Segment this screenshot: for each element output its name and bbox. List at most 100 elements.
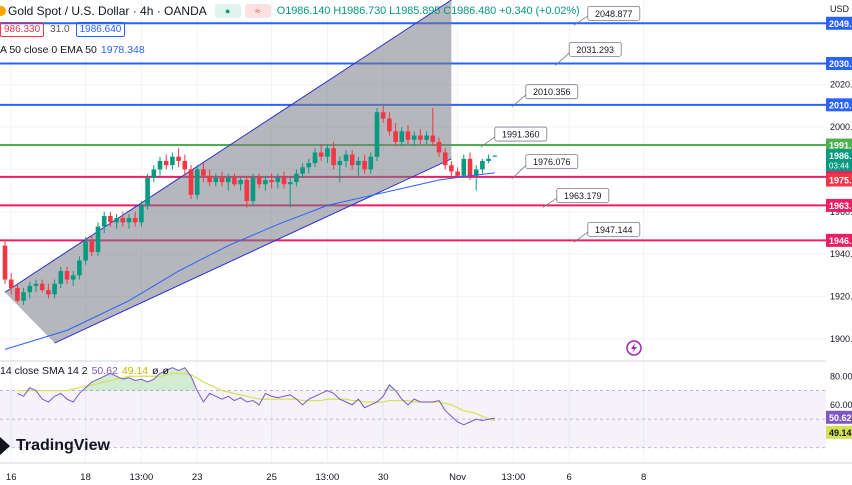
level-price-tag: [826, 198, 852, 212]
time-tick-label: 18: [80, 472, 91, 483]
current-price-tag: [826, 149, 852, 172]
candle-body: [467, 158, 473, 176]
level-price-text: 1991.: [829, 141, 852, 151]
spread-value: 31.0: [50, 24, 70, 35]
ema-50-line: [4, 172, 495, 350]
price-tick-label: 1900.0: [830, 334, 852, 344]
candle-body: [256, 177, 262, 185]
callout-label: 2010.356: [533, 87, 571, 97]
rsi-value-text: 50.62: [829, 413, 852, 423]
low-value: L1985.895: [389, 5, 441, 17]
candle-body: [64, 271, 70, 280]
symbol-title[interactable]: Gold Spot / U.S. Dollar · 4h · OANDA: [0, 4, 207, 18]
candle-body: [300, 167, 305, 174]
candlestick-series: [2, 105, 498, 305]
rsi-ma-line: [17, 372, 495, 421]
ema-value: 1978.348: [100, 44, 145, 56]
current-price-text: 1986.: [829, 151, 852, 161]
candle-body: [15, 288, 20, 301]
candle-body: [275, 177, 281, 183]
rsi-value: 50.62: [91, 365, 118, 377]
rsi-value-text: 49.14: [829, 428, 852, 438]
time-axis: 16 18 13:00 23 25 13:00 30 Nov 13:00 6 8: [0, 462, 852, 483]
tradingview-logo[interactable]: TradingView: [0, 437, 110, 455]
price-tick-label: 1940.0: [830, 249, 852, 259]
candle-body: [405, 131, 411, 140]
candle-body: [331, 148, 336, 166]
callout-box: [587, 5, 641, 21]
rsi-tick-label: 60.00: [830, 400, 852, 410]
candle-body: [188, 169, 194, 195]
candle-body: [492, 155, 498, 157]
candle-body: [287, 182, 293, 185]
channel-fill: [5, 0, 452, 344]
level-price-tag: [826, 16, 852, 30]
candle-body: [120, 218, 126, 223]
ema-legend[interactable]: A 50 close 0 EMA 50 1978.348: [0, 44, 145, 56]
price-channel: [4, 0, 452, 344]
level-price-tag: [826, 98, 852, 112]
sell-price-button[interactable]: 986.330: [0, 22, 45, 37]
callout-box: [556, 188, 610, 203]
bid-ask-row: 986.330 31.0 1986.640: [0, 22, 126, 37]
level-price-text: 1963.: [829, 201, 852, 211]
rsi-value-tag: [826, 410, 852, 424]
callout-label: 1976.076: [533, 157, 571, 167]
candle-body: [70, 275, 76, 280]
time-tick-label: 6: [567, 472, 572, 483]
callout-label: 1947.144: [595, 225, 633, 235]
candle-body: [263, 180, 268, 185]
rsi-tick-label: 80.00: [830, 371, 852, 381]
candle-body: [2, 245, 8, 280]
candle-body: [362, 160, 367, 170]
callout-label: 1991.360: [502, 130, 540, 140]
candle-body: [126, 218, 132, 223]
callout-box: [525, 84, 579, 100]
lightning-icon[interactable]: [626, 340, 642, 356]
candle-body: [380, 112, 386, 119]
candle-body: [27, 285, 33, 293]
candle-body: [480, 160, 485, 170]
candle-body: [294, 173, 299, 183]
level-price-text: 2049.: [829, 19, 852, 29]
candle-body: [145, 177, 150, 206]
wave-icon[interactable]: ≈: [244, 4, 271, 18]
candle-body: [157, 160, 163, 170]
candle-body: [442, 152, 448, 166]
candle-body: [95, 226, 101, 252]
candle-body: [486, 158, 491, 161]
candle-body: [170, 156, 175, 166]
close-value: C1986.480: [443, 5, 497, 17]
buy-price-button[interactable]: 1986.640: [75, 22, 126, 37]
rsi-legend[interactable]: 14 close SMA 14 2 50.62 49.14 ø ø: [0, 365, 169, 377]
currency-label: USD: [830, 4, 850, 14]
time-tick-label: 25: [266, 472, 277, 483]
time-tick-label: Nov: [449, 472, 466, 483]
candle-body: [325, 148, 330, 157]
candle-body: [83, 241, 88, 261]
candle-body: [374, 112, 380, 157]
callout-label: 2048.877: [595, 9, 633, 19]
rsi-na-1: ø: [152, 365, 159, 377]
candle-body: [337, 160, 343, 166]
candle-body: [306, 163, 312, 168]
change-value: +0.340 (+0.02%): [499, 5, 580, 17]
candle-body: [318, 152, 324, 157]
candle-body: [201, 169, 206, 176]
bar-countdown-text: 03:44: [829, 162, 850, 171]
candle-body: [343, 154, 349, 161]
callout-box: [494, 126, 548, 142]
price-tick-label: 2000.0: [830, 122, 852, 132]
candle-body: [449, 165, 454, 172]
rsi-overbought-fill: [17, 367, 495, 391]
candle-body: [33, 283, 39, 286]
candle-body: [163, 160, 169, 166]
candle-body: [269, 180, 274, 183]
level-price-text: 2010.: [829, 100, 852, 110]
candle-body: [101, 216, 107, 227]
market-open-icon[interactable]: ●: [214, 4, 241, 18]
time-tick-label: 23: [192, 472, 203, 483]
candle-body: [411, 135, 417, 140]
price-tick-label: 2020.0: [830, 80, 852, 90]
